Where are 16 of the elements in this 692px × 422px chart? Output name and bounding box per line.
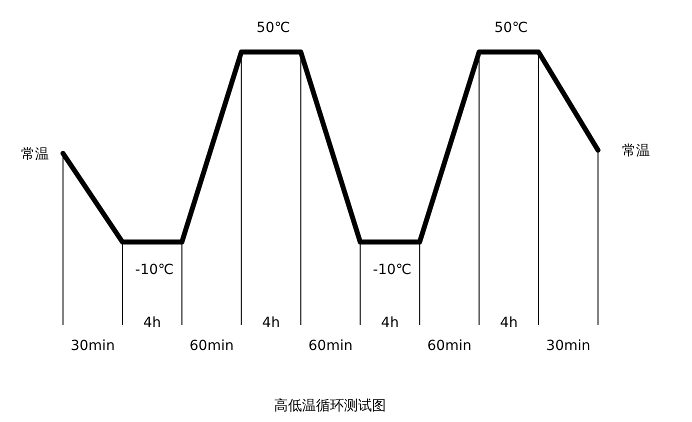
text: 高低温循环测试图	[274, 398, 386, 414]
text: 60min	[190, 338, 234, 354]
text: 4h	[500, 315, 518, 331]
text: 4h	[143, 315, 162, 331]
data-label: -10℃	[135, 262, 174, 278]
data-label: 50℃	[494, 20, 528, 36]
data-label: 常温	[622, 143, 650, 160]
text: 4h	[381, 315, 399, 331]
data-label: 常温	[21, 146, 49, 162]
text: 60min	[427, 338, 472, 354]
data-label: 50℃	[256, 20, 290, 36]
text: 30min	[70, 338, 115, 354]
text: 4h	[262, 315, 280, 331]
text: 30min	[546, 338, 590, 354]
text: 60min	[308, 338, 353, 354]
data-label: -10℃	[372, 262, 412, 278]
